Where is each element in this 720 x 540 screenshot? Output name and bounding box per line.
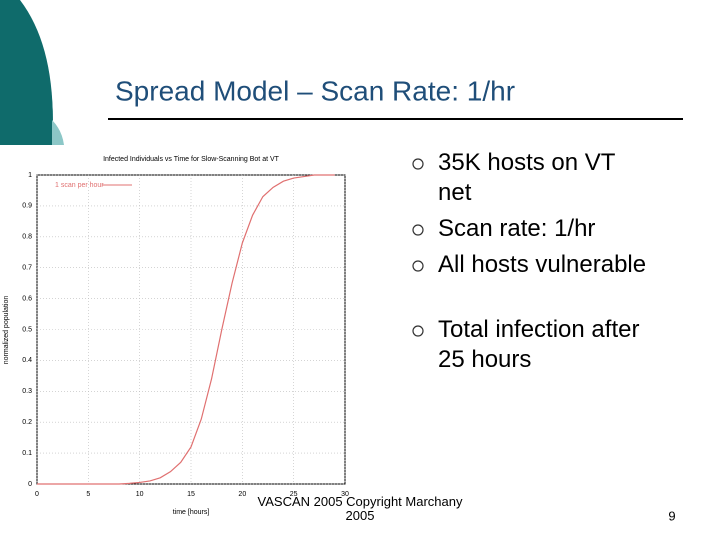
footer-line: 2005 — [346, 508, 375, 523]
y-tick-label: 0.5 — [22, 326, 32, 333]
bullet-marker — [412, 260, 424, 272]
footer: VASCAN 2005 Copyright Marchany 2005 — [258, 494, 463, 523]
data-line — [37, 174, 335, 485]
x-tick-label: 30 — [341, 491, 349, 498]
x-tick-label: 0 — [35, 491, 39, 498]
decoration — [52, 120, 64, 145]
x-tick-label: 20 — [238, 491, 246, 498]
legend-label: 1 scan per hour — [55, 182, 104, 189]
bullet-text: Scan rate: 1/hr — [438, 215, 596, 242]
x-tick-label: 5 — [86, 491, 90, 498]
bullet-text: Total infection after 25 hours — [438, 316, 640, 373]
y-tick-label: 0.7 — [22, 265, 32, 272]
x-tick-label: 25 — [290, 491, 298, 498]
y-tick-label: 0 — [28, 481, 32, 488]
chart-title: Infected Individuals vs Time for Slow-Sc… — [103, 156, 280, 163]
bullet-marker — [412, 224, 424, 236]
slide-title: Spread Model – Scan Rate: 1/hr — [115, 75, 515, 106]
x-tick-label: 15 — [187, 491, 195, 498]
bullet-marker — [412, 325, 424, 337]
y-tick-label: 0.3 — [22, 388, 32, 395]
y-tick-label: 0.6 — [22, 295, 32, 302]
bullet-text: All hosts vulnerable — [438, 251, 647, 278]
y-axis-label: normalized population — [3, 296, 10, 365]
y-tick-label: 0.8 — [22, 234, 32, 241]
y-tick-label: 0.1 — [22, 450, 32, 457]
y-tick-label: 1 — [28, 172, 32, 179]
page-number: 9 — [668, 508, 675, 523]
bullet-text: 35K hosts on VT net — [438, 149, 615, 206]
x-axis-label: time [hours] — [173, 509, 210, 516]
y-tick-label: 0.4 — [22, 357, 32, 364]
x-tick-label: 10 — [136, 491, 144, 498]
bullet-marker — [412, 158, 424, 170]
decoration — [0, 0, 53, 145]
footer-line: VASCAN 2005 Copyright Marchany — [258, 494, 463, 509]
y-tick-label: 0.9 — [22, 203, 32, 210]
y-tick-label: 0.2 — [22, 419, 32, 426]
